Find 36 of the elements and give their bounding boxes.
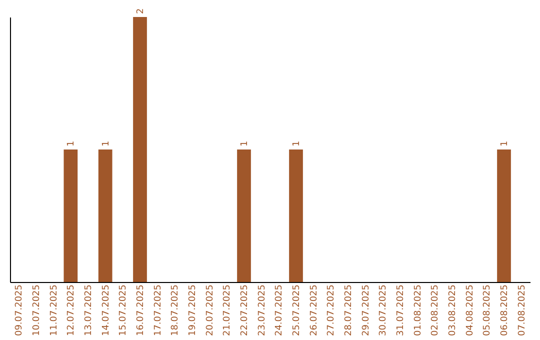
x-tick-label: 02.08.2025 bbox=[430, 284, 441, 336]
x-tick-label: 19.07.2025 bbox=[188, 284, 198, 336]
x-tick-label: 26.07.2025 bbox=[309, 284, 320, 336]
x-tick-label: 27.07.2025 bbox=[326, 284, 337, 336]
x-tick-label: 05.08.2025 bbox=[482, 284, 493, 336]
x-tick-label: 25.07.2025 bbox=[292, 284, 302, 336]
x-tick-label: 14.07.2025 bbox=[101, 284, 112, 336]
x-tick-label: 10.07.2025 bbox=[32, 284, 42, 336]
data-label: 1 bbox=[240, 140, 250, 146]
x-tick-label: 04.08.2025 bbox=[465, 284, 476, 336]
x-tick-label: 09.07.2025 bbox=[14, 284, 25, 336]
x-tick-label: 11.07.2025 bbox=[49, 284, 60, 336]
x-tick-label: 12.07.2025 bbox=[66, 284, 77, 336]
data-label: 1 bbox=[66, 140, 77, 146]
x-tick-label: 15.07.2025 bbox=[118, 284, 129, 336]
data-label: 2 bbox=[136, 8, 146, 14]
x-tick-label: 29.07.2025 bbox=[361, 284, 372, 336]
x-tick-label: 20.07.2025 bbox=[205, 284, 216, 336]
x-tick-label: 28.07.2025 bbox=[344, 284, 354, 336]
x-tick-label: 16.07.2025 bbox=[136, 284, 146, 336]
x-tick-label: 01.08.2025 bbox=[413, 284, 424, 336]
x-tick-label: 13.07.2025 bbox=[84, 284, 94, 336]
x-tick-label: 07.08.2025 bbox=[517, 284, 528, 336]
x-tick-label: 17.07.2025 bbox=[153, 284, 164, 336]
x-tick-label: 24.07.2025 bbox=[274, 284, 285, 336]
x-tick-label: 22.07.2025 bbox=[240, 284, 250, 336]
x-tick-label: 31.07.2025 bbox=[396, 284, 406, 336]
x-tick-label: 18.07.2025 bbox=[170, 284, 181, 336]
x-tick-label: 23.07.2025 bbox=[257, 284, 268, 336]
x-tick-label: 30.07.2025 bbox=[378, 284, 389, 336]
x-tick-label: 03.08.2025 bbox=[448, 284, 458, 336]
x-tick-label: 21.07.2025 bbox=[222, 284, 233, 336]
data-label: 1 bbox=[292, 140, 302, 146]
data-label: 1 bbox=[500, 140, 510, 146]
data-label: 1 bbox=[101, 140, 112, 146]
x-tick-label: 06.08.2025 bbox=[500, 284, 510, 336]
